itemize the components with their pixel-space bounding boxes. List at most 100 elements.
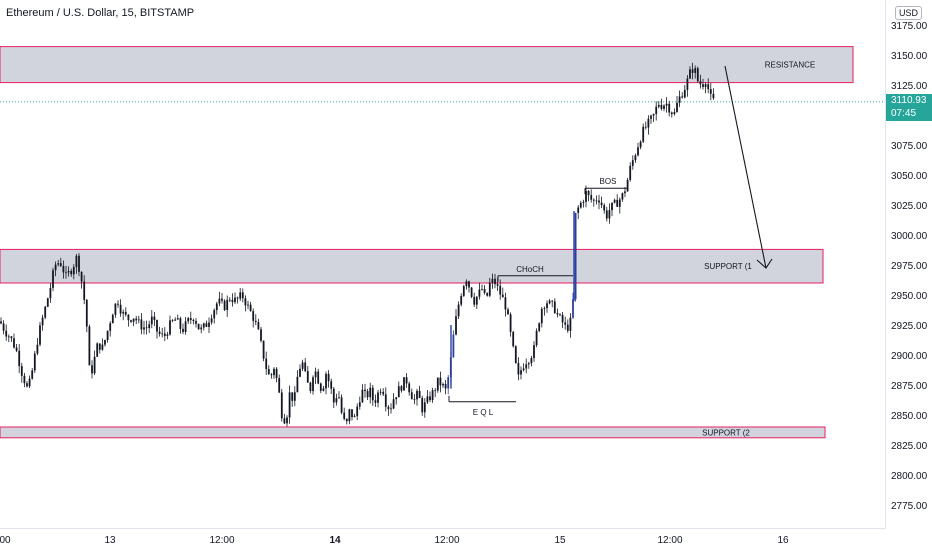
candle-body-204 bbox=[530, 358, 533, 364]
candle-body-6 bbox=[15, 347, 18, 351]
candle-body-214 bbox=[556, 313, 559, 315]
x-tick-5: 15 bbox=[554, 535, 566, 546]
candle-body-144 bbox=[374, 400, 377, 403]
candle-body-14 bbox=[36, 344, 39, 354]
candle-body-78 bbox=[202, 323, 205, 328]
projection-arrow bbox=[724, 65, 767, 269]
candle-body-163 bbox=[423, 402, 426, 413]
y-tick-8: 2975.00 bbox=[891, 261, 928, 272]
x-tick-4: 12:00 bbox=[434, 535, 459, 546]
currency-selector[interactable]: USD bbox=[895, 6, 923, 20]
candle-body-58 bbox=[150, 316, 153, 325]
candle-body-217 bbox=[564, 322, 567, 325]
candle-body-141 bbox=[366, 391, 369, 398]
y-tick-10: 2925.00 bbox=[891, 321, 928, 332]
y-tick-14: 2825.00 bbox=[891, 441, 928, 452]
candle-body-74 bbox=[192, 319, 195, 322]
candle-body-169 bbox=[439, 377, 442, 386]
candle-body-260 bbox=[676, 102, 678, 113]
candle-body-227 bbox=[590, 195, 593, 200]
candle-body-155 bbox=[403, 377, 405, 391]
candle-body-199 bbox=[517, 362, 520, 375]
candle-body-64 bbox=[166, 334, 169, 336]
candle-body-11 bbox=[28, 378, 31, 387]
candle-body-73 bbox=[189, 318, 192, 320]
candle-body-125 bbox=[325, 373, 327, 389]
candle-body-255 bbox=[663, 105, 665, 109]
candle-body-167 bbox=[434, 390, 437, 392]
candle-body-202 bbox=[525, 364, 528, 369]
candle-body-187 bbox=[486, 292, 489, 296]
candle-body-83 bbox=[215, 303, 218, 311]
candle-body-240 bbox=[624, 191, 626, 194]
candle-body-179 bbox=[465, 281, 468, 287]
candle-body-194 bbox=[504, 297, 507, 310]
candle-body-193 bbox=[501, 294, 504, 298]
candle-body-0 bbox=[0, 321, 2, 324]
candle-body-67 bbox=[174, 319, 177, 321]
candle-body-89 bbox=[231, 299, 234, 303]
candle-body-139 bbox=[361, 389, 364, 403]
candle-body-97 bbox=[252, 311, 255, 321]
zone-label-1: SUPPORT (1 bbox=[704, 262, 752, 271]
candle-body-37 bbox=[96, 343, 99, 357]
candle-body-158 bbox=[410, 392, 413, 400]
candle-body-79 bbox=[205, 323, 208, 327]
candle-body-264 bbox=[686, 78, 689, 90]
candle-body-201 bbox=[522, 368, 525, 371]
candle-body-175 bbox=[455, 316, 457, 335]
candle-body-142 bbox=[369, 387, 372, 398]
candle-body-184 bbox=[478, 289, 481, 297]
candle-body-147 bbox=[382, 391, 385, 395]
candle-body-152 bbox=[395, 397, 398, 400]
candle-body-233 bbox=[605, 210, 608, 219]
candle-body-170 bbox=[442, 384, 444, 386]
candle-body-52 bbox=[135, 318, 138, 321]
candle-body-109 bbox=[283, 418, 286, 424]
candle-body-265 bbox=[689, 69, 691, 79]
candle-body-120 bbox=[312, 377, 314, 392]
candle-body-257 bbox=[668, 103, 671, 113]
candle-body-26 bbox=[67, 270, 70, 273]
candle-body-19 bbox=[49, 287, 52, 299]
candle-body-49 bbox=[127, 314, 130, 321]
candle-body-215 bbox=[559, 314, 561, 316]
candle-body-36 bbox=[93, 356, 96, 374]
candle-body-229 bbox=[595, 200, 598, 202]
last-price-tag: 3110.93 07:45 bbox=[886, 94, 932, 121]
annotation-label-1: BOS bbox=[600, 177, 617, 186]
candle-body-149 bbox=[387, 406, 390, 410]
candle-body-160 bbox=[416, 390, 418, 400]
candle-body-135 bbox=[351, 409, 353, 418]
candle-body-205 bbox=[533, 345, 535, 359]
candle-body-245 bbox=[637, 147, 639, 156]
candle-body-107 bbox=[278, 378, 281, 393]
candle-body-80 bbox=[208, 322, 210, 327]
candle-body-268 bbox=[696, 68, 699, 82]
candle-body-148 bbox=[384, 394, 387, 407]
y-tick-6: 3025.00 bbox=[891, 201, 928, 212]
candle-body-53 bbox=[137, 319, 140, 321]
candle-body-162 bbox=[421, 398, 424, 413]
candle-body-253 bbox=[657, 104, 660, 107]
candle-body-140 bbox=[364, 389, 366, 392]
candle-body-39 bbox=[101, 344, 104, 350]
candle-body-143 bbox=[371, 387, 374, 401]
candle-body-209 bbox=[543, 308, 546, 309]
candle-body-263 bbox=[683, 89, 686, 98]
candle-body-40 bbox=[104, 340, 106, 345]
candle-body-165 bbox=[429, 396, 431, 401]
candle-body-188 bbox=[488, 282, 491, 296]
candle-body-164 bbox=[426, 396, 429, 403]
last-price-value: 3110.93 bbox=[891, 95, 927, 106]
candle-body-235 bbox=[611, 202, 613, 211]
candle-body-203 bbox=[527, 363, 530, 365]
candle-body-106 bbox=[275, 368, 278, 379]
candle-body-118 bbox=[306, 371, 309, 383]
candle-body-102 bbox=[265, 358, 268, 370]
candle-body-43 bbox=[111, 314, 114, 324]
candle-body-84 bbox=[218, 298, 221, 304]
candle-body-153 bbox=[397, 386, 400, 398]
